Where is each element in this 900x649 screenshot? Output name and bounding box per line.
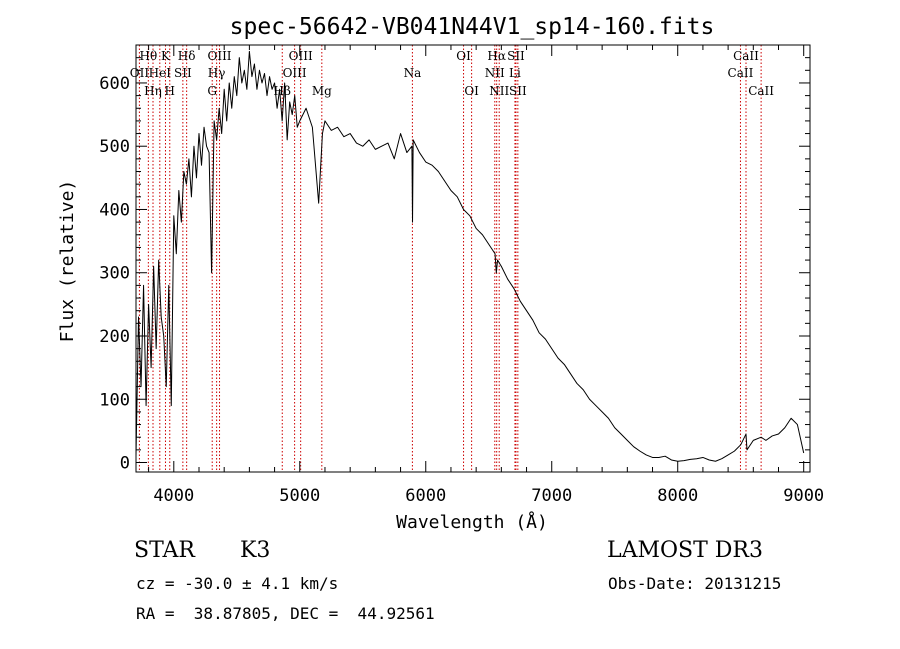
spectral-line-label: CaII	[748, 84, 774, 98]
spectral-line-label: Li	[509, 66, 521, 80]
chart-title: spec-56642-VB041N44V1_sp14-160.fits	[230, 14, 715, 40]
x-tick-label: 8000	[657, 486, 698, 506]
spectral-line-label: SII	[509, 84, 527, 98]
spectral-line-label: Na	[404, 66, 422, 80]
spectral-line-label: OI	[464, 84, 479, 98]
spectral-line-label: OIII	[289, 49, 313, 63]
y-tick-label: 100	[99, 390, 130, 410]
spectral-line-label: NII	[485, 66, 505, 80]
plot-frame	[135, 44, 811, 473]
series-flux-line	[135, 50, 805, 462]
y-tick-label: 400	[99, 200, 130, 220]
spectral-line-label: SII	[174, 66, 192, 80]
spectral-line-label: Hβ	[274, 84, 291, 98]
coordinates: RA = 38.87805, DEC = 44.92561	[136, 604, 435, 623]
spectral-line-label: HeI	[149, 66, 172, 80]
spectral-line-label: OIII	[207, 49, 231, 63]
x-tick-label: 7000	[531, 486, 572, 506]
spectral-line-label: SII	[507, 49, 525, 63]
spectral-line-label: NII	[489, 84, 509, 98]
y-tick-label: 500	[99, 137, 130, 157]
x-tick-label: 4000	[153, 486, 194, 506]
object-class: STAR	[134, 538, 195, 563]
spectral-line-label: CaII	[728, 66, 754, 80]
spectral-line-label: H	[165, 84, 175, 98]
obs-date: Obs-Date: 20131215	[608, 574, 782, 593]
spectral-lines-layer	[138, 45, 762, 472]
y-tick-label: 0	[120, 454, 130, 474]
spectral-subclass: K3	[240, 538, 271, 563]
y-axis-label: Flux (relative)	[57, 180, 78, 343]
spectral-line-label: OII	[130, 66, 150, 80]
spectral-line-labels: OII Hθ Hη HeI K H SII Hδ OIII Hγ G Hβ OIII OIII Mg Na OI…	[130, 49, 775, 98]
spectral-line-label: OIII	[283, 66, 307, 80]
redshift-info: cz = -30.0 ± 4.1 km/s	[136, 574, 339, 593]
spectral-line-label: OI	[456, 49, 471, 63]
x-tick-label: 6000	[405, 486, 446, 506]
spectral-line-label: Mg	[312, 84, 332, 98]
series-layer	[135, 50, 805, 462]
y-tick-label: 600	[99, 74, 130, 94]
spectral-line-label: K	[161, 49, 171, 63]
spectral-line-label: CaII	[733, 49, 759, 63]
spectral-line-label: Hη	[144, 84, 162, 98]
spectral-line-label: Hθ	[139, 49, 157, 63]
spectral-line-label: Hγ	[208, 66, 226, 80]
y-tick-label: 300	[99, 264, 130, 284]
survey-name: LAMOST DR3	[607, 538, 763, 563]
x-axis-label: Wavelength (Å)	[396, 511, 548, 533]
x-tick-label: 5000	[279, 486, 320, 506]
spectral-line-label: Hδ	[178, 49, 196, 63]
spectral-line-label: Hα	[487, 49, 506, 63]
y-tick-label: 200	[99, 327, 130, 347]
spectral-line-label: G	[207, 84, 217, 98]
x-tick-label: 9000	[783, 486, 824, 506]
axis-ticks: 4000 5000 6000 7000 8000 9000 0 100 200 300 400 500…	[99, 45, 824, 506]
